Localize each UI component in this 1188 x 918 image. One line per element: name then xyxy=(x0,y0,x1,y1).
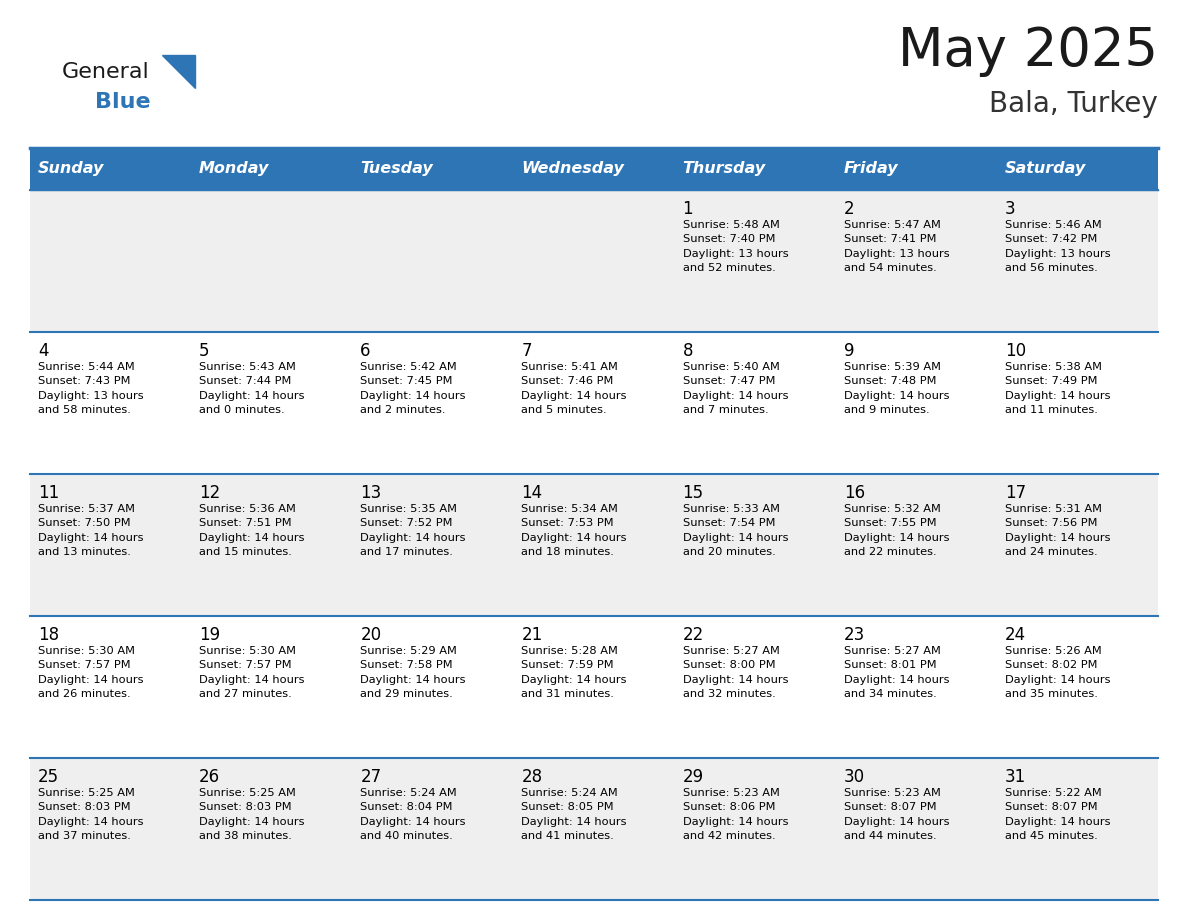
Text: Sunrise: 5:26 AM
Sunset: 8:02 PM
Daylight: 14 hours
and 35 minutes.: Sunrise: 5:26 AM Sunset: 8:02 PM Dayligh… xyxy=(1005,646,1111,700)
Text: Sunrise: 5:25 AM
Sunset: 8:03 PM
Daylight: 14 hours
and 38 minutes.: Sunrise: 5:25 AM Sunset: 8:03 PM Dayligh… xyxy=(200,788,304,841)
Text: 2: 2 xyxy=(843,200,854,218)
Text: 16: 16 xyxy=(843,484,865,502)
Text: Sunrise: 5:30 AM
Sunset: 7:57 PM
Daylight: 14 hours
and 27 minutes.: Sunrise: 5:30 AM Sunset: 7:57 PM Dayligh… xyxy=(200,646,304,700)
Text: Monday: Monday xyxy=(200,162,270,176)
Text: Saturday: Saturday xyxy=(1005,162,1086,176)
Text: Sunrise: 5:23 AM
Sunset: 8:06 PM
Daylight: 14 hours
and 42 minutes.: Sunrise: 5:23 AM Sunset: 8:06 PM Dayligh… xyxy=(683,788,788,841)
Text: 23: 23 xyxy=(843,626,865,644)
Text: 26: 26 xyxy=(200,768,220,786)
Text: 17: 17 xyxy=(1005,484,1026,502)
Text: Sunrise: 5:27 AM
Sunset: 8:00 PM
Daylight: 14 hours
and 32 minutes.: Sunrise: 5:27 AM Sunset: 8:00 PM Dayligh… xyxy=(683,646,788,700)
Bar xyxy=(30,616,1158,758)
Text: Wednesday: Wednesday xyxy=(522,162,625,176)
Text: 1: 1 xyxy=(683,200,693,218)
Bar xyxy=(675,148,835,190)
Bar xyxy=(513,148,675,190)
Text: Sunrise: 5:38 AM
Sunset: 7:49 PM
Daylight: 14 hours
and 11 minutes.: Sunrise: 5:38 AM Sunset: 7:49 PM Dayligh… xyxy=(1005,362,1111,415)
Text: Sunrise: 5:47 AM
Sunset: 7:41 PM
Daylight: 13 hours
and 54 minutes.: Sunrise: 5:47 AM Sunset: 7:41 PM Dayligh… xyxy=(843,220,949,274)
Text: Sunrise: 5:35 AM
Sunset: 7:52 PM
Daylight: 14 hours
and 17 minutes.: Sunrise: 5:35 AM Sunset: 7:52 PM Dayligh… xyxy=(360,504,466,557)
Text: Sunrise: 5:32 AM
Sunset: 7:55 PM
Daylight: 14 hours
and 22 minutes.: Sunrise: 5:32 AM Sunset: 7:55 PM Dayligh… xyxy=(843,504,949,557)
Text: Sunrise: 5:28 AM
Sunset: 7:59 PM
Daylight: 14 hours
and 31 minutes.: Sunrise: 5:28 AM Sunset: 7:59 PM Dayligh… xyxy=(522,646,627,700)
Text: Sunrise: 5:46 AM
Sunset: 7:42 PM
Daylight: 13 hours
and 56 minutes.: Sunrise: 5:46 AM Sunset: 7:42 PM Dayligh… xyxy=(1005,220,1111,274)
Text: May 2025: May 2025 xyxy=(898,25,1158,77)
Text: 12: 12 xyxy=(200,484,221,502)
Text: Sunrise: 5:40 AM
Sunset: 7:47 PM
Daylight: 14 hours
and 7 minutes.: Sunrise: 5:40 AM Sunset: 7:47 PM Dayligh… xyxy=(683,362,788,415)
Bar xyxy=(30,190,1158,332)
Bar xyxy=(30,332,1158,474)
Text: Sunrise: 5:27 AM
Sunset: 8:01 PM
Daylight: 14 hours
and 34 minutes.: Sunrise: 5:27 AM Sunset: 8:01 PM Dayligh… xyxy=(843,646,949,700)
Text: 18: 18 xyxy=(38,626,59,644)
Text: Sunrise: 5:33 AM
Sunset: 7:54 PM
Daylight: 14 hours
and 20 minutes.: Sunrise: 5:33 AM Sunset: 7:54 PM Dayligh… xyxy=(683,504,788,557)
Text: 15: 15 xyxy=(683,484,703,502)
Text: 9: 9 xyxy=(843,342,854,360)
Text: Blue: Blue xyxy=(95,92,151,112)
Text: Sunrise: 5:37 AM
Sunset: 7:50 PM
Daylight: 14 hours
and 13 minutes.: Sunrise: 5:37 AM Sunset: 7:50 PM Dayligh… xyxy=(38,504,144,557)
Text: 7: 7 xyxy=(522,342,532,360)
Text: 3: 3 xyxy=(1005,200,1016,218)
Text: Sunrise: 5:30 AM
Sunset: 7:57 PM
Daylight: 14 hours
and 26 minutes.: Sunrise: 5:30 AM Sunset: 7:57 PM Dayligh… xyxy=(38,646,144,700)
Text: Sunrise: 5:22 AM
Sunset: 8:07 PM
Daylight: 14 hours
and 45 minutes.: Sunrise: 5:22 AM Sunset: 8:07 PM Dayligh… xyxy=(1005,788,1111,841)
Bar xyxy=(30,474,1158,616)
Text: Sunrise: 5:25 AM
Sunset: 8:03 PM
Daylight: 14 hours
and 37 minutes.: Sunrise: 5:25 AM Sunset: 8:03 PM Dayligh… xyxy=(38,788,144,841)
Bar xyxy=(191,148,353,190)
Text: General: General xyxy=(62,62,150,82)
Polygon shape xyxy=(162,55,195,88)
Text: 24: 24 xyxy=(1005,626,1026,644)
Text: 22: 22 xyxy=(683,626,703,644)
Bar xyxy=(997,148,1158,190)
Bar xyxy=(353,148,513,190)
Text: Sunrise: 5:23 AM
Sunset: 8:07 PM
Daylight: 14 hours
and 44 minutes.: Sunrise: 5:23 AM Sunset: 8:07 PM Dayligh… xyxy=(843,788,949,841)
Text: Sunrise: 5:34 AM
Sunset: 7:53 PM
Daylight: 14 hours
and 18 minutes.: Sunrise: 5:34 AM Sunset: 7:53 PM Dayligh… xyxy=(522,504,627,557)
Bar xyxy=(30,758,1158,900)
Text: 8: 8 xyxy=(683,342,693,360)
Text: Sunrise: 5:24 AM
Sunset: 8:04 PM
Daylight: 14 hours
and 40 minutes.: Sunrise: 5:24 AM Sunset: 8:04 PM Dayligh… xyxy=(360,788,466,841)
Text: 6: 6 xyxy=(360,342,371,360)
Text: 29: 29 xyxy=(683,768,703,786)
Text: 5: 5 xyxy=(200,342,209,360)
Text: Sunrise: 5:24 AM
Sunset: 8:05 PM
Daylight: 14 hours
and 41 minutes.: Sunrise: 5:24 AM Sunset: 8:05 PM Dayligh… xyxy=(522,788,627,841)
Text: Sunrise: 5:39 AM
Sunset: 7:48 PM
Daylight: 14 hours
and 9 minutes.: Sunrise: 5:39 AM Sunset: 7:48 PM Dayligh… xyxy=(843,362,949,415)
Text: 19: 19 xyxy=(200,626,220,644)
Text: 11: 11 xyxy=(38,484,59,502)
Text: Sunrise: 5:48 AM
Sunset: 7:40 PM
Daylight: 13 hours
and 52 minutes.: Sunrise: 5:48 AM Sunset: 7:40 PM Dayligh… xyxy=(683,220,788,274)
Text: 25: 25 xyxy=(38,768,59,786)
Bar xyxy=(30,148,191,190)
Text: Sunrise: 5:41 AM
Sunset: 7:46 PM
Daylight: 14 hours
and 5 minutes.: Sunrise: 5:41 AM Sunset: 7:46 PM Dayligh… xyxy=(522,362,627,415)
Text: 14: 14 xyxy=(522,484,543,502)
Text: 21: 21 xyxy=(522,626,543,644)
Text: 31: 31 xyxy=(1005,768,1026,786)
Bar xyxy=(835,148,997,190)
Text: Sunrise: 5:36 AM
Sunset: 7:51 PM
Daylight: 14 hours
and 15 minutes.: Sunrise: 5:36 AM Sunset: 7:51 PM Dayligh… xyxy=(200,504,304,557)
Text: Sunday: Sunday xyxy=(38,162,105,176)
Text: 28: 28 xyxy=(522,768,543,786)
Text: 13: 13 xyxy=(360,484,381,502)
Text: Bala, Turkey: Bala, Turkey xyxy=(990,90,1158,118)
Text: Tuesday: Tuesday xyxy=(360,162,434,176)
Text: 20: 20 xyxy=(360,626,381,644)
Text: Friday: Friday xyxy=(843,162,898,176)
Text: 10: 10 xyxy=(1005,342,1026,360)
Text: Sunrise: 5:42 AM
Sunset: 7:45 PM
Daylight: 14 hours
and 2 minutes.: Sunrise: 5:42 AM Sunset: 7:45 PM Dayligh… xyxy=(360,362,466,415)
Text: Sunrise: 5:31 AM
Sunset: 7:56 PM
Daylight: 14 hours
and 24 minutes.: Sunrise: 5:31 AM Sunset: 7:56 PM Dayligh… xyxy=(1005,504,1111,557)
Text: Sunrise: 5:44 AM
Sunset: 7:43 PM
Daylight: 13 hours
and 58 minutes.: Sunrise: 5:44 AM Sunset: 7:43 PM Dayligh… xyxy=(38,362,144,415)
Text: Sunrise: 5:43 AM
Sunset: 7:44 PM
Daylight: 14 hours
and 0 minutes.: Sunrise: 5:43 AM Sunset: 7:44 PM Dayligh… xyxy=(200,362,304,415)
Text: Thursday: Thursday xyxy=(683,162,766,176)
Text: 27: 27 xyxy=(360,768,381,786)
Text: 30: 30 xyxy=(843,768,865,786)
Text: Sunrise: 5:29 AM
Sunset: 7:58 PM
Daylight: 14 hours
and 29 minutes.: Sunrise: 5:29 AM Sunset: 7:58 PM Dayligh… xyxy=(360,646,466,700)
Text: 4: 4 xyxy=(38,342,49,360)
